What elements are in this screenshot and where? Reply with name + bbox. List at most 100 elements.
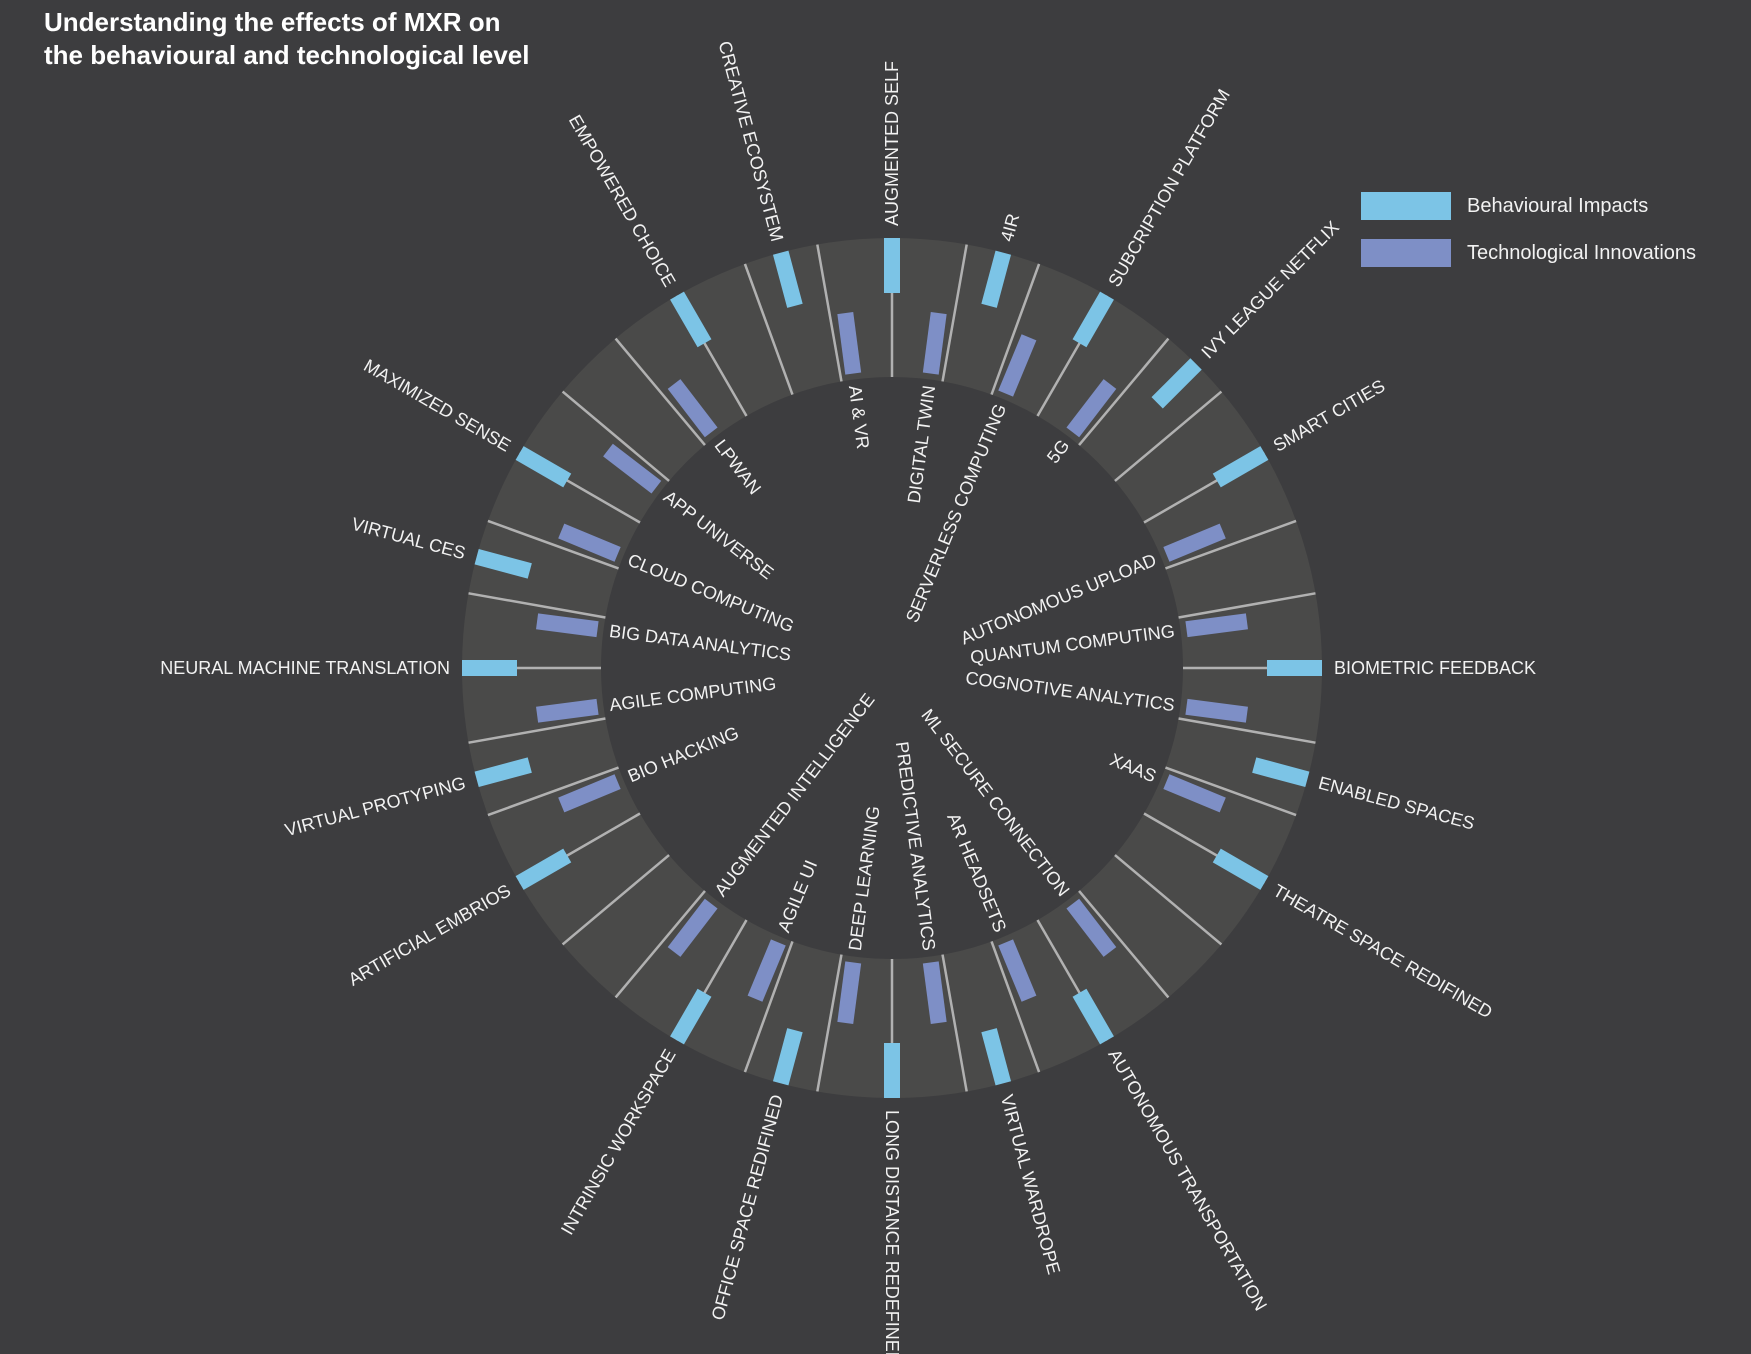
behavioural-label: SUBCRIPTION PLATFORM	[1104, 86, 1234, 291]
legend-item-behavioural: Behavioural Impacts	[1361, 190, 1696, 222]
title-line-1: Understanding the effects of MXR on	[44, 7, 501, 37]
spoke-line	[990, 263, 1041, 395]
behavioural-label: AUTONOMOUS TRANSPORTATION	[1104, 1046, 1271, 1314]
legend: Behavioural Impacts Technological Innova…	[1361, 190, 1696, 284]
behavioural-label: BIOMETRIC FEEDBACK	[1334, 658, 1536, 678]
spoke-line	[816, 244, 843, 382]
legend-label-technological: Technological Innovations	[1467, 241, 1697, 264]
technological-label: COGNOTIVE ANALYTICS	[964, 668, 1176, 715]
behavioural-label: VIRTUAL WARDROPE	[997, 1092, 1064, 1276]
technological-label: AGILE UI	[774, 857, 822, 935]
spoke-line	[816, 954, 843, 1092]
technological-bar	[558, 774, 621, 813]
behavioural-label: SMART CITIES	[1270, 376, 1389, 456]
spoke-line	[1078, 890, 1170, 999]
behavioural-bar	[1212, 848, 1269, 890]
technological-label: AGILE COMPUTING	[608, 673, 777, 715]
spoke-line	[487, 519, 619, 570]
technological-label: DIGITAL TWIN	[904, 384, 939, 504]
technological-bar	[667, 898, 718, 957]
behavioural-label: THEATRE SPACE REDIFINED	[1270, 880, 1496, 1022]
technological-label: 5G	[1043, 436, 1073, 467]
spoke-line	[487, 766, 619, 817]
technological-bar	[1163, 774, 1226, 813]
behavioural-label: AUGMENTED SELF	[882, 61, 902, 226]
spoke-line	[743, 941, 794, 1073]
technological-bar	[837, 312, 862, 375]
behavioural-label: ARTIFICIAL EMBRIOS	[345, 880, 514, 989]
spoke-line	[1178, 592, 1316, 619]
technological-label: PREDICTIVE ANALYTICS	[892, 740, 939, 952]
spoke-line	[941, 244, 968, 382]
behavioural-label: NEURAL MACHINE TRANSLATION	[160, 658, 450, 678]
behavioural-bar	[981, 250, 1012, 308]
spoke-line	[1078, 337, 1170, 446]
technological-label: BIO HACKING	[625, 723, 742, 787]
legend-swatch-technological	[1361, 239, 1451, 267]
behavioural-bar	[1252, 757, 1310, 788]
spoke-line	[614, 890, 706, 999]
technological-bar	[747, 939, 786, 1002]
behavioural-label: EMPOWERED CHOICE	[565, 111, 680, 290]
behavioural-label: LONG DISTANCE REDEFINED	[882, 1110, 902, 1354]
page-title: Understanding the effects of MXR on the …	[44, 6, 529, 72]
behavioural-label: MAXIMIZED SENSE	[360, 355, 514, 455]
legend-item-technological: Technological Innovations	[1361, 237, 1696, 269]
behavioural-bar	[515, 446, 572, 488]
behavioural-bar	[474, 757, 532, 788]
behavioural-label: 4IR	[997, 211, 1024, 243]
behavioural-label: ENABLED SPACES	[1316, 773, 1476, 834]
spoke-line	[743, 263, 794, 395]
technological-bar	[1185, 613, 1248, 638]
spoke-line	[1178, 717, 1316, 744]
technological-label: BIG DATA ANALYTICS	[608, 621, 792, 665]
spoke-line	[1165, 766, 1297, 817]
behavioural-label: OFFICE SPACE REDIFINED	[708, 1092, 788, 1322]
behavioural-bar	[515, 848, 572, 890]
behavioural-label: INTRINSIC WORKSPACE	[557, 1046, 680, 1238]
spoke-line	[1165, 519, 1297, 570]
technological-bar	[998, 939, 1037, 1002]
technological-label: LPWAN	[711, 436, 765, 498]
behavioural-label: VIRTUAL PROTYPING	[283, 773, 468, 840]
spoke-line	[561, 390, 670, 482]
technological-bar	[922, 961, 947, 1024]
behavioural-bar	[1151, 358, 1202, 409]
title-line-2: the behavioural and technological level	[44, 40, 530, 70]
spoke-line	[1114, 854, 1223, 946]
technological-label: ML SECURE CONNECTION	[917, 705, 1073, 900]
behavioural-label: VIRTUAL CES	[349, 514, 467, 564]
spoke-line	[990, 941, 1041, 1073]
technological-bar	[667, 379, 718, 438]
technological-bar	[603, 443, 662, 494]
technological-bar	[998, 334, 1037, 397]
technological-bar	[922, 312, 947, 375]
spoke-line	[614, 337, 706, 446]
spoke-line	[468, 717, 606, 744]
technological-label: XAAS	[1107, 749, 1159, 786]
spoke-line	[1114, 390, 1223, 482]
technological-bar	[1163, 523, 1226, 562]
behavioural-bar	[1212, 446, 1269, 488]
spoke-line	[561, 854, 670, 946]
behavioural-bar	[1072, 291, 1114, 348]
technological-label: AI & VR	[845, 384, 873, 450]
technological-bar	[837, 961, 862, 1024]
technological-label: AR HEADSETS	[943, 810, 1010, 935]
technological-bar	[1066, 898, 1117, 957]
technological-bar	[536, 698, 599, 723]
behavioural-bar	[1072, 988, 1114, 1045]
behavioural-bar	[670, 988, 712, 1045]
technological-bar	[1185, 698, 1248, 723]
behavioural-bar	[981, 1028, 1012, 1086]
technological-bar	[1066, 379, 1117, 438]
behavioural-bar	[474, 548, 532, 579]
behavioural-bar	[772, 1028, 803, 1086]
behavioural-label: CREATIVE ECOSYSTEM	[714, 39, 787, 244]
spoke-line	[468, 592, 606, 619]
legend-label-behavioural: Behavioural Impacts	[1467, 194, 1649, 217]
technological-bar	[536, 613, 599, 638]
ring-band	[462, 238, 1322, 1098]
behavioural-label: IVY LEAGUE NETFLIX	[1197, 217, 1342, 362]
